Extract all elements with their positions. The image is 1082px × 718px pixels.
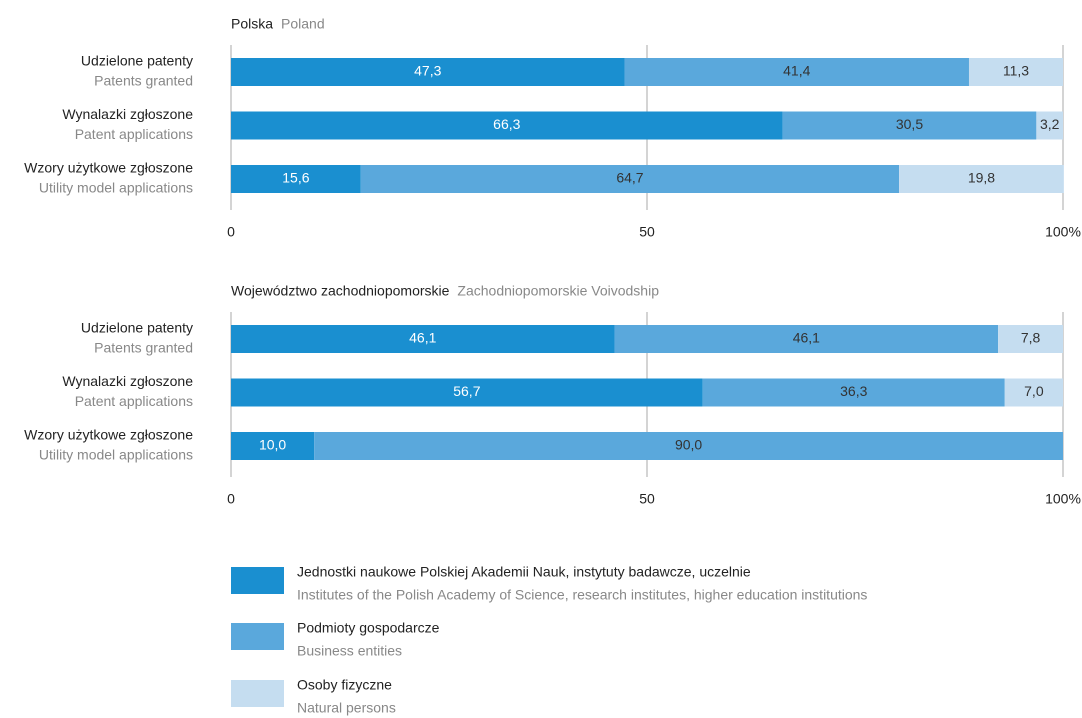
- category-label-en: Patents granted: [94, 340, 193, 356]
- bar-segment: [614, 325, 999, 353]
- chart-title: Polska: [231, 16, 273, 32]
- category-label-en: Patents granted: [94, 73, 193, 89]
- value-label: 19,8: [968, 170, 995, 186]
- category-label: Wzory użytkowe zgłoszone: [24, 160, 193, 176]
- category-label: Udzielone patenty: [81, 53, 193, 69]
- bar-segment: [624, 58, 969, 86]
- value-label: 47,3: [414, 63, 441, 79]
- category-label-en: Utility model applications: [39, 447, 193, 463]
- bar-segment: [1036, 111, 1063, 140]
- value-label: 36,3: [840, 383, 867, 399]
- bar-segment: [231, 378, 703, 407]
- value-label: 3,2: [1040, 116, 1060, 132]
- category-label-en: Patent applications: [75, 126, 193, 142]
- value-label: 46,1: [793, 330, 820, 346]
- value-label: 90,0: [675, 437, 702, 453]
- category-label: Wynalazki zgłoszone: [62, 106, 193, 122]
- legend-label: Jednostki naukowe Polskiej Akademii Nauk…: [297, 564, 751, 580]
- legend-label-en: Business entities: [297, 643, 402, 659]
- bar-segment: [968, 58, 1063, 86]
- x-tick-label: 0: [227, 224, 235, 240]
- value-label: 7,8: [1021, 330, 1041, 346]
- legend-swatch: [231, 567, 284, 594]
- value-label: 46,1: [409, 330, 436, 346]
- value-label: 10,0: [259, 437, 286, 453]
- x-tick-label: 100%: [1045, 224, 1081, 240]
- value-label: 56,7: [453, 383, 480, 399]
- chart-title: Województwo zachodniopomorskie: [231, 283, 450, 299]
- value-label: 64,7: [616, 170, 643, 186]
- bar-segment: [360, 165, 900, 193]
- value-label: 41,4: [783, 63, 810, 79]
- bar-segment: [899, 165, 1064, 193]
- bar-segment: [231, 432, 315, 460]
- category-label-en: Utility model applications: [39, 180, 193, 196]
- value-label: 11,3: [1003, 63, 1029, 79]
- legend-label: Podmioty gospodarcze: [297, 620, 440, 636]
- category-label-en: Patent applications: [75, 393, 193, 409]
- x-tick-label: 50: [639, 491, 655, 507]
- legend-label-en: Natural persons: [297, 700, 396, 716]
- bar-segment: [998, 325, 1063, 353]
- x-tick-label: 100%: [1045, 491, 1081, 507]
- bar-segment: [702, 378, 1005, 407]
- category-label: Wynalazki zgłoszone: [62, 373, 193, 389]
- legend-swatch: [231, 623, 284, 650]
- value-label: 66,3: [493, 116, 520, 132]
- x-tick-label: 50: [639, 224, 655, 240]
- value-label: 15,6: [282, 170, 309, 186]
- bar-segment: [231, 111, 783, 140]
- bar-segment: [314, 432, 1063, 460]
- legend-label-en: Institutes of the Polish Academy of Scie…: [297, 587, 867, 603]
- value-label: 7,0: [1024, 383, 1044, 399]
- legend-label: Osoby fizyczne: [297, 677, 392, 693]
- bar-segment: [231, 58, 625, 86]
- bar-segment: [1004, 378, 1063, 407]
- chart-subtitle: Zachodniopomorskie Voivodship: [457, 283, 659, 299]
- bar-segment: [231, 165, 361, 193]
- x-tick-label: 0: [227, 491, 235, 507]
- value-label: 30,5: [896, 116, 923, 132]
- category-label: Udzielone patenty: [81, 320, 193, 336]
- category-label: Wzory użytkowe zgłoszone: [24, 427, 193, 443]
- chart-subtitle: Poland: [281, 16, 325, 32]
- bar-segment: [231, 325, 615, 353]
- bar-segment: [782, 111, 1037, 140]
- legend-swatch: [231, 680, 284, 707]
